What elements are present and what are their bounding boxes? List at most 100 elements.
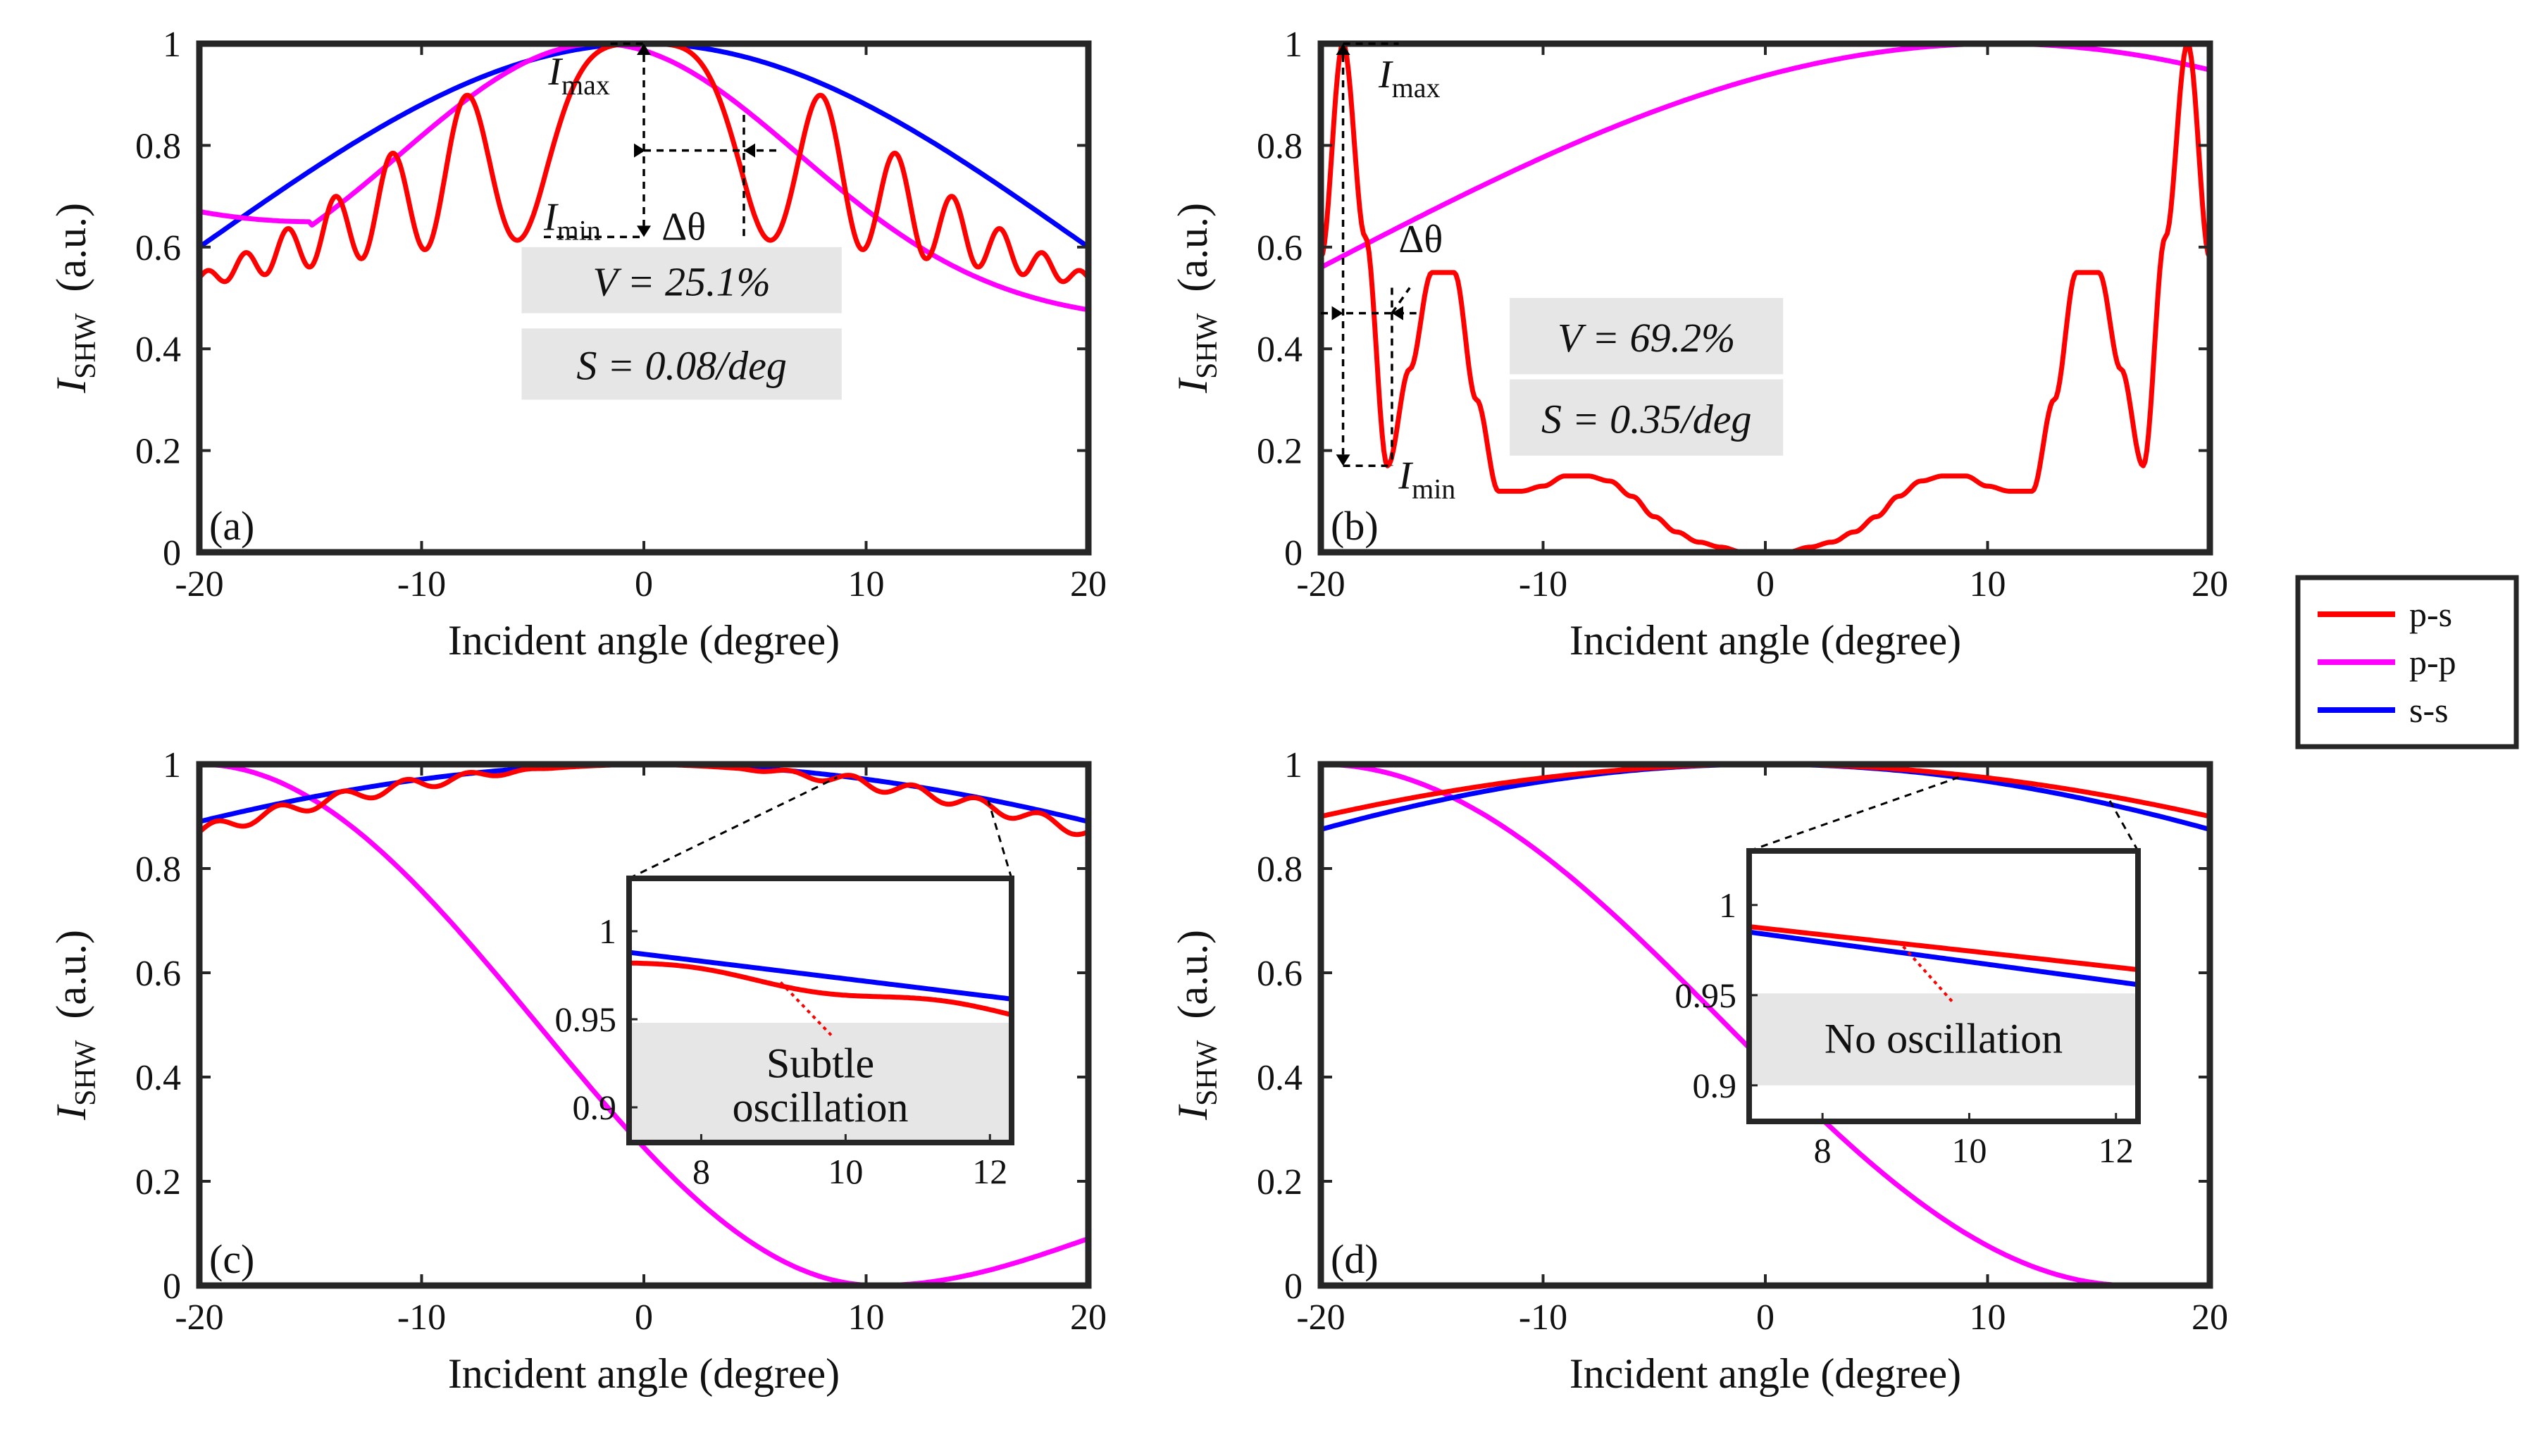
series-line-p-s [199,764,1088,838]
y-tick-label: 0.6 [135,954,181,994]
visibility-text: V = 25.1% [592,259,770,304]
x-tick-label: 0 [635,564,653,604]
y-tick-label: 1 [1284,745,1303,785]
y-axis-label: ISHW (a.u.) [48,203,102,394]
series-line-p-s [1321,44,2210,552]
y-label-unit: (a.u.) [48,203,94,292]
inset-line-p-s [629,960,1012,1017]
panel-label: (d) [1331,1236,1379,1282]
y-tick-label: 1 [163,25,181,65]
imin-label: Imin [1398,454,1455,504]
x-tick-label: 10 [1970,564,2006,604]
x-tick-label: 10 [848,1298,885,1338]
y-tick-label: 0.8 [1257,850,1303,890]
x-tick-label: 20 [1070,1298,1107,1338]
inset-frame [1746,848,2141,1124]
y-tick-label: 0 [1284,1267,1303,1307]
x-tick-label: -20 [1296,1298,1345,1338]
chart-panel-a: -20 -10 0 10 20 0 0.2 0.4 0.6 0.8 1 Incident angle … [48,25,1107,664]
y-label-unit: (a.u.) [1169,203,1216,292]
arrow-head [1336,44,1350,55]
y-tick-label: 0.2 [135,1162,181,1202]
chart-panel-d: -20 -10 0 10 20 0 0.2 0.4 0.6 0.8 1 Incident angle … [1169,745,2228,1397]
series-line-p-s [1321,764,2210,819]
panel-label: (a) [209,503,254,549]
inset-note: No oscillation [1825,1016,2063,1062]
inset-y-tick-label: 1 [1719,885,1736,925]
y-axis-label: ISHW (a.u.) [1169,930,1224,1121]
note-pointer [1902,945,1956,1005]
arrow-head [1331,306,1343,321]
imin-label: Imin [543,195,601,246]
panel-label: (b) [1331,503,1379,549]
x-tick-label: 0 [1756,1298,1774,1338]
x-tick-label: 10 [1970,1298,2006,1338]
y-axis-label: ISHW (a.u.) [1169,203,1224,394]
x-tick-label: 0 [1756,564,1774,604]
y-tick-label: 0.2 [1257,432,1303,472]
x-axis-label: Incident angle (degree) [448,617,840,664]
series-line-s-s [199,44,1088,249]
inset-note-line1: Subtle [766,1040,874,1087]
inset-x-tick-label: 10 [1951,1131,1987,1170]
inset-x-tick-label: 8 [692,1152,710,1191]
x-tick-label: 10 [848,564,885,604]
y-tick-label: 0.8 [135,850,181,890]
y-tick-label: 0.8 [1257,126,1303,166]
x-axis-label: Incident angle (degree) [1570,1350,1961,1397]
x-tick-label: 20 [2192,1298,2228,1338]
chart-panel-c: -20 -10 0 10 20 0 0.2 0.4 0.6 0.8 1 Incident angle … [48,745,1107,1397]
sensitivity-text: S = 0.35/deg [1541,396,1752,442]
annotations: Imax Imin Δθ V = 69.2% S = 0.35/deg [1321,42,1784,504]
series-line-p-p [199,764,1088,1286]
x-tick-label: -10 [397,564,446,604]
y-label-unit: (a.u.) [1169,930,1216,1019]
legend-label-p-p: p-p [2409,642,2456,682]
inset-y-tick-label: 0.9 [1693,1066,1737,1105]
inset-x-tick-label: 12 [2099,1131,2134,1170]
visibility-box [521,247,842,313]
y-label-subscript: SHW [70,313,102,379]
y-label-subscript: SHW [70,1040,102,1106]
inset-y-tick-label: 0.95 [555,1000,617,1039]
inset-y-tick-label: 0.95 [1675,976,1737,1015]
inset-x-tick-label: 12 [972,1152,1007,1191]
zoom-line-right [2108,800,2139,852]
arrow-head [637,44,651,55]
y-tick-label: 0.4 [1257,330,1303,370]
inset-x-tick-label: 10 [828,1152,863,1191]
y-label-unit: (a.u.) [48,930,94,1019]
arrow-head [634,143,645,158]
zoom-line-right [987,800,1013,879]
x-tick-label: 0 [635,1298,653,1338]
delta-theta-label: Δθ [1398,218,1443,261]
x-tick-label: -20 [175,1298,223,1338]
y-tick-label: 0 [163,533,181,573]
y-tick-label: 0.6 [1257,228,1303,268]
y-tick-label: 0 [163,1267,181,1307]
y-label-symbol: I [1169,377,1216,394]
arrow-head [1391,306,1403,321]
delta-leader [1391,287,1411,314]
x-tick-label: -20 [1296,564,1345,604]
zoom-line-left [628,776,838,880]
x-axis-label: Incident angle (degree) [1570,617,1961,664]
y-tick-label: 1 [1284,25,1303,65]
inset-note-box [1749,993,2138,1085]
x-tick-label: 20 [2192,564,2228,604]
y-label-symbol: I [48,1104,94,1121]
y-label-subscript: SHW [1191,313,1224,379]
series-line-s-s [1321,764,2210,832]
panel-label: (c) [209,1236,254,1282]
inset: No oscillation 8 10 12 0.9 0.95 1 [1675,776,2141,1170]
y-tick-label: 0.2 [135,432,181,472]
legend-label-p-s: p-s [2409,595,2452,634]
y-tick-label: 0.4 [135,1058,181,1098]
x-axis-label: Incident angle (degree) [448,1350,840,1397]
delta-theta-label: Δθ [661,205,706,249]
arrow-head [637,225,651,237]
y-label-symbol: I [1169,1104,1216,1121]
legend-label-s-s: s-s [2409,690,2449,730]
